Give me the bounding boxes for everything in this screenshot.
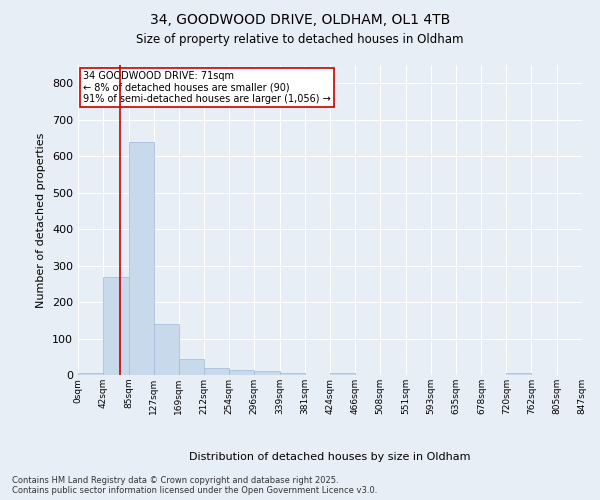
Y-axis label: Number of detached properties: Number of detached properties [37,132,46,308]
Text: 34 GOODWOOD DRIVE: 71sqm
← 8% of detached houses are smaller (90)
91% of semi-de: 34 GOODWOOD DRIVE: 71sqm ← 8% of detache… [83,71,331,104]
Bar [103,276,128,375]
Bar [280,373,305,375]
Bar [128,142,154,375]
Bar [254,372,280,375]
Text: 34, GOODWOOD DRIVE, OLDHAM, OL1 4TB: 34, GOODWOOD DRIVE, OLDHAM, OL1 4TB [150,12,450,26]
Bar [506,373,532,375]
Text: Contains HM Land Registry data © Crown copyright and database right 2025.
Contai: Contains HM Land Registry data © Crown c… [12,476,377,495]
Bar [229,370,254,375]
Bar [204,368,229,375]
Bar [179,358,204,375]
Text: Size of property relative to detached houses in Oldham: Size of property relative to detached ho… [136,32,464,46]
Text: Distribution of detached houses by size in Oldham: Distribution of detached houses by size … [189,452,471,462]
Bar [154,324,179,375]
Bar [78,373,103,375]
Bar [330,373,355,375]
